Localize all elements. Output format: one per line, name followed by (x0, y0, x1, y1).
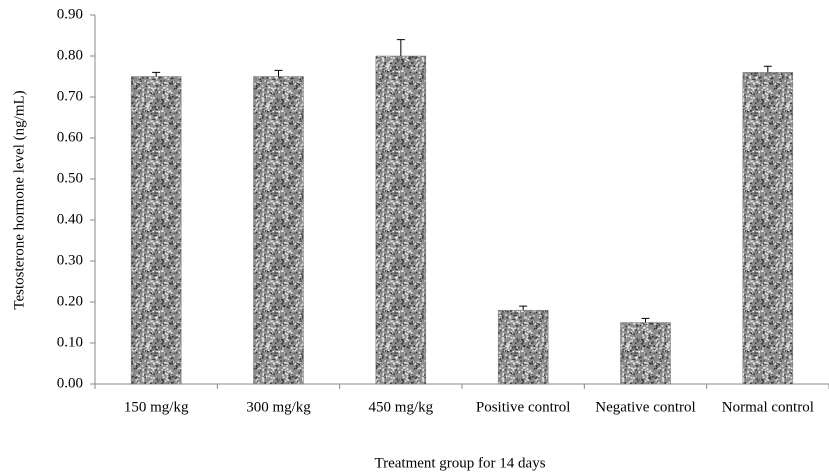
y-tick-label: 0.00 (57, 375, 83, 391)
error-bar (641, 317, 650, 323)
error-bar (763, 65, 772, 73)
y-tick-label: 0.60 (57, 129, 83, 145)
y-tick-label: 0.20 (57, 293, 83, 309)
y-tick-label: 0.40 (57, 211, 83, 227)
bar (620, 322, 671, 385)
bar (497, 309, 549, 385)
x-tick-label: Normal control (722, 399, 814, 415)
x-tick-label: Negative control (595, 399, 695, 415)
error-bar (152, 71, 161, 77)
x-tick-label: 150 mg/kg (124, 399, 189, 415)
y-axis-title: Testosterone hormone level (ng/mL) (11, 90, 27, 309)
x-tick-label: Positive control (476, 399, 571, 415)
y-tick-label: 0.70 (57, 88, 83, 104)
bar (742, 72, 794, 385)
x-tick-label: 450 mg/kg (369, 399, 434, 415)
x-axis-title: Treatment group for 14 days (374, 455, 545, 471)
x-tick-label: 300 mg/kg (246, 399, 311, 415)
bar (253, 76, 304, 385)
bar (375, 55, 427, 385)
bar (130, 76, 182, 385)
y-tick-label: 0.90 (57, 6, 83, 22)
y-tick-label: 0.10 (57, 334, 83, 350)
error-bar (274, 69, 283, 77)
error-bar (519, 305, 528, 311)
y-tick-label: 0.80 (57, 47, 83, 63)
y-tick-label: 0.50 (57, 170, 83, 186)
y-tick-label: 0.30 (57, 252, 83, 268)
error-bar (396, 39, 405, 56)
